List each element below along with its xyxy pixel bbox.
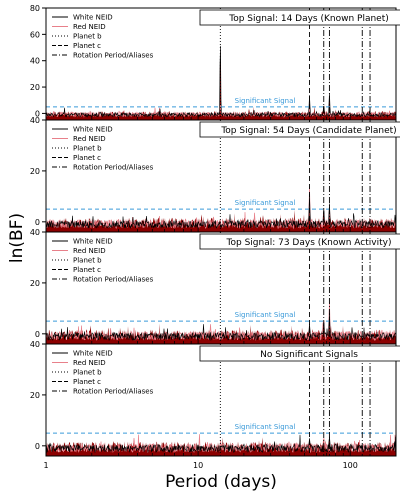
panel-title-box [199, 345, 400, 362]
legend-label-1: White NEID [73, 14, 113, 22]
series-white-neid [46, 434, 396, 454]
y-tick-label: 0 [35, 330, 40, 339]
legend-label-3: Planet b [73, 33, 102, 41]
significance-label: Significant Signal [235, 97, 296, 105]
panel-title: Top Signal: 54 Days (Candidate Planet) [220, 126, 396, 136]
panel-title-box [199, 121, 400, 138]
y-tick-label: 20 [30, 167, 40, 176]
series-fill [46, 301, 396, 344]
x-tick-label: 10 [193, 461, 203, 470]
x-tick-label: 1 [43, 461, 48, 470]
panel-title: Top Signal: 14 Days (Known Planet) [228, 14, 389, 24]
panel-title: Top Signal: 73 Days (Known Activity) [226, 238, 392, 248]
legend-label-5: Rotation Period/Aliases [73, 52, 154, 60]
panel-4: Significant Signal 0 20 40 No Significant Si… [30, 340, 400, 457]
y-tick-label: 60 [30, 30, 40, 39]
x-tick-label: 100 [343, 461, 358, 470]
panel-2: Significant Signal 0 20 40 Top Signal: 54 Da… [30, 116, 400, 233]
x-axis-label: Period (days) [165, 472, 277, 492]
y-axis-label: ln(BF) [7, 213, 27, 263]
legend-label-2: Red NEID [73, 23, 106, 31]
y-tick-label: 20 [30, 279, 40, 288]
legend-label-4: Planet c [73, 378, 101, 386]
plot-area-3 [46, 232, 396, 344]
series-white-neid [46, 313, 396, 342]
y-tick-label: 0 [35, 109, 40, 118]
y-tick-label: 80 [30, 4, 40, 13]
y-tick-label: 40 [30, 57, 40, 66]
legend-label-1: White NEID [73, 238, 113, 246]
y-tick-label: 40 [30, 340, 40, 349]
plot-area-1 [46, 8, 396, 120]
legend-label-3: Planet b [73, 145, 102, 153]
significance-label: Significant Signal [235, 311, 296, 319]
series-white-neid [46, 194, 396, 230]
panel-title-box [199, 9, 400, 26]
y-tick-label: 0 [35, 218, 40, 227]
series-white-neid [46, 45, 396, 118]
panels-container: Significant Signal 0 20 40 60 80 Top Signal: 1… [30, 4, 400, 470]
panel-frame [45, 343, 397, 457]
significance-label: Significant Signal [235, 199, 296, 207]
legend-label-2: Red NEID [73, 135, 106, 143]
legend-label-4: Planet c [73, 266, 101, 274]
legend-label-4: Planet c [73, 154, 101, 162]
y-tick-label: 40 [30, 116, 40, 125]
legend-label-5: Rotation Period/Aliases [73, 276, 154, 284]
panel-title: No Significant Signals [260, 350, 358, 360]
panel-title-box [199, 233, 400, 250]
legend-label-3: Planet b [73, 369, 102, 377]
y-tick-label: 0 [35, 442, 40, 451]
y-tick-label: 40 [30, 228, 40, 237]
legend-label-2: Red NEID [73, 247, 106, 255]
y-tick-label: 20 [30, 83, 40, 92]
legend-label-5: Rotation Period/Aliases [73, 388, 154, 396]
legend-label-1: White NEID [73, 350, 113, 358]
panel-3: Significant Signal 0 20 40 Top Signal: 73 Da… [30, 228, 400, 345]
legend-label-2: Red NEID [73, 359, 106, 367]
plot-area-2 [46, 120, 396, 232]
legend-label-4: Planet c [73, 42, 101, 50]
panel-1: Significant Signal 0 20 40 60 80 Top Signal: 1… [30, 4, 400, 121]
legend-label-1: White NEID [73, 126, 113, 134]
legend-label-5: Rotation Period/Aliases [73, 164, 154, 172]
y-tick-label: 20 [30, 391, 40, 400]
plot-area-4 [46, 344, 396, 456]
legend-label-3: Planet b [73, 257, 102, 265]
significance-label: Significant Signal [235, 423, 296, 431]
